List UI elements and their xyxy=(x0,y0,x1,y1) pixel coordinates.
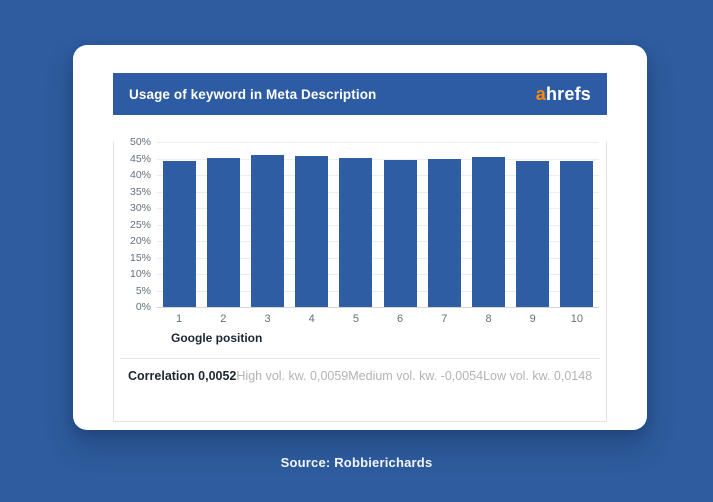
bar-slot xyxy=(290,142,334,307)
bar-slot xyxy=(511,142,555,307)
chart-title: Usage of keyword in Meta Description xyxy=(129,86,377,102)
gridline xyxy=(157,142,599,143)
x-axis-tick: 9 xyxy=(529,313,536,325)
correlation-row: Correlation 0,0052 High vol. kw. 0,0059 M… xyxy=(114,359,606,392)
gridline xyxy=(157,257,599,259)
gridline xyxy=(157,208,599,209)
y-axis-tick: 30% xyxy=(129,202,151,214)
x-axis-tick: 10 xyxy=(570,313,584,325)
y-axis-tick: 0% xyxy=(135,301,151,313)
gridline xyxy=(157,290,599,292)
y-axis-tick: 50% xyxy=(129,136,151,148)
bar-slot xyxy=(157,142,201,307)
chart-header-bar: Usage of keyword in Meta Description ahr… xyxy=(113,73,607,115)
gridline xyxy=(157,158,599,160)
plot-area: 50% 45% 40% 35% 30% 25% 20% 15% 10% 5% 0% xyxy=(130,136,599,313)
bar xyxy=(560,160,594,307)
x-axis-title: Google position xyxy=(171,331,263,345)
chart-body: 50% 45% 40% 35% 30% 25% 20% 15% 10% 5% 0% 1 2 3 4 5 6 7 8… xyxy=(113,136,607,422)
bars-container xyxy=(157,142,599,307)
correlation-segment: High vol. kw. 0,0059 xyxy=(236,368,349,383)
ahrefs-logo: ahrefs xyxy=(536,84,591,105)
chart-card: Usage of keyword in Meta Description ahr… xyxy=(73,45,647,430)
gridline xyxy=(157,274,599,275)
bar-slot xyxy=(466,142,510,307)
bar xyxy=(162,160,196,307)
bar-slot xyxy=(334,142,378,307)
bar xyxy=(339,157,373,307)
y-axis-tick: 10% xyxy=(129,268,151,280)
x-axis-labels: 1 2 3 4 5 6 7 8 9 10 xyxy=(157,313,599,325)
bar xyxy=(206,157,240,307)
footer-divider xyxy=(120,358,600,359)
x-axis-tick: 6 xyxy=(397,313,404,325)
bar-slot xyxy=(555,142,599,307)
bar-slot xyxy=(422,142,466,307)
y-axis-tick: 20% xyxy=(129,235,151,247)
x-axis-tick: 7 xyxy=(441,313,448,325)
bar xyxy=(295,155,329,307)
correlation-segment: Medium vol. kw. -0,0054 xyxy=(348,368,484,383)
bar-slot xyxy=(245,142,289,307)
x-axis-tick: 5 xyxy=(352,313,359,325)
bar xyxy=(516,161,550,307)
bar xyxy=(383,159,417,307)
gridline xyxy=(157,224,599,226)
gridline xyxy=(157,175,599,176)
bar xyxy=(472,156,506,307)
y-axis-tick: 35% xyxy=(129,185,151,198)
y-axis-tick: 5% xyxy=(135,284,151,297)
x-axis-tick: 3 xyxy=(264,313,271,325)
gridline xyxy=(157,191,599,193)
y-axis-tick: 45% xyxy=(129,152,151,165)
y-axis-tick: 40% xyxy=(129,169,151,181)
y-axis-tick: 15% xyxy=(129,251,151,264)
gridline xyxy=(157,241,599,242)
correlation-label: Correlation 0,0052 xyxy=(128,368,237,383)
bar-slot xyxy=(201,142,245,307)
source-caption: Source: Robbierichards xyxy=(280,455,433,470)
bar-slot xyxy=(378,142,422,307)
correlation-segment: Low vol. kw. 0,0148 xyxy=(483,368,593,383)
x-axis-tick: 1 xyxy=(176,313,183,325)
bar xyxy=(427,159,461,307)
x-axis-tick: 8 xyxy=(485,313,492,325)
bar xyxy=(251,154,284,307)
x-axis-tick: 2 xyxy=(220,313,227,325)
ahrefs-logo-accent: a xyxy=(535,83,546,104)
y-axis-tick: 25% xyxy=(129,218,151,231)
ahrefs-logo-text: hrefs xyxy=(545,83,591,104)
x-axis-tick: 4 xyxy=(308,313,315,325)
gridline xyxy=(157,307,599,308)
